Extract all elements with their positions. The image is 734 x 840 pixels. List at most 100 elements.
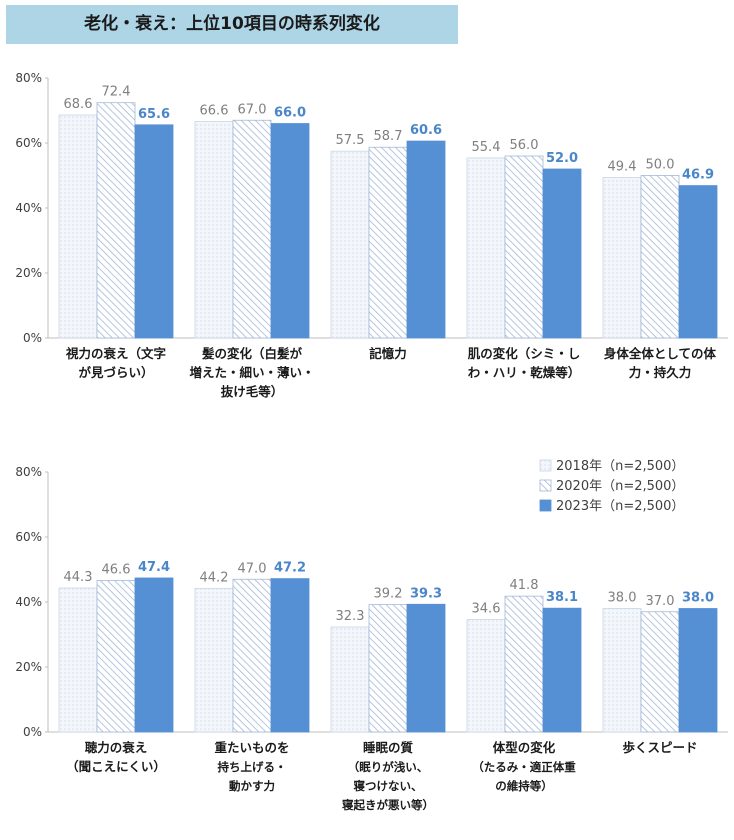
bar — [466, 157, 506, 339]
bar — [368, 604, 408, 733]
legend-swatch — [539, 499, 552, 512]
bar — [270, 578, 310, 733]
data-label: 47.2 — [274, 561, 306, 576]
category-label: （眠りが浅い、 — [348, 760, 429, 774]
bar — [368, 146, 408, 339]
bar — [194, 121, 234, 339]
data-label: 41.8 — [510, 578, 539, 593]
data-label: 38.0 — [608, 591, 637, 606]
data-label: 38.0 — [682, 591, 714, 606]
category-label: が見づらい） — [78, 365, 153, 380]
category-label: 肌の変化（シミ・し — [467, 346, 581, 361]
chart-top: 0% 20% 40% 60% 80% 68.6 72.4 65.6 視力の衰え（文字が見づらい）… — [15, 71, 728, 399]
category-label: 動かす力 — [229, 779, 275, 793]
legend-swatch — [539, 479, 552, 492]
category-label: 髪の変化（白髪が — [201, 346, 303, 361]
bar — [330, 150, 370, 339]
category-label: 力・持久力 — [629, 365, 692, 380]
data-label: 65.6 — [138, 107, 170, 122]
data-label: 44.2 — [200, 570, 229, 585]
bar — [406, 140, 446, 339]
data-label: 52.0 — [546, 151, 578, 166]
chart-bottom: 0% 20% 40% 60% 80% 44.3 46.6 47.4 聴力の衰え （聞こえにくい） 4… — [15, 465, 728, 812]
y-tick-label: 60% — [15, 136, 42, 150]
category-label: 寝つけない、 — [354, 779, 423, 793]
bar — [678, 185, 718, 339]
data-label: 47.0 — [238, 561, 267, 576]
bar — [640, 175, 680, 339]
data-label: 38.1 — [546, 590, 578, 605]
data-label: 68.6 — [64, 97, 93, 112]
category-label: 寝起きが悪い等） — [342, 798, 434, 812]
category-label: 増えた・細い・薄い・ — [189, 365, 314, 380]
bar — [232, 119, 272, 339]
data-label: 55.4 — [472, 140, 501, 155]
bar — [96, 580, 136, 733]
bar — [232, 578, 272, 733]
y-tick-label: 20% — [15, 266, 42, 280]
data-label: 57.5 — [336, 133, 365, 148]
legend-label: 2018年（n=2,500） — [556, 459, 684, 474]
data-label: 44.3 — [64, 570, 93, 585]
data-label: 50.0 — [646, 158, 675, 173]
y-tick-label: 0% — [23, 725, 42, 739]
y-tick-label: 80% — [15, 465, 42, 479]
data-label: 39.2 — [374, 587, 403, 602]
category-label: 聴力の衰え — [85, 740, 148, 755]
data-label: 58.7 — [374, 129, 403, 144]
data-label: 39.3 — [410, 586, 442, 601]
y-tick-label: 40% — [15, 595, 42, 609]
bar — [678, 608, 718, 733]
category-label: 身体全体としての体 — [604, 346, 717, 361]
category-label: 重たいものを — [214, 740, 289, 755]
category-label: 睡眠の質 — [363, 740, 414, 755]
category-label: わ・ハリ・乾燥等） — [468, 365, 581, 380]
legend: 2018年（n=2,500） 2020年（n=2,500） 2023年（n=2,50… — [539, 459, 684, 514]
data-label: 60.6 — [410, 123, 442, 138]
legend-swatch — [539, 459, 552, 472]
bar — [602, 608, 642, 733]
y-tick-label: 60% — [15, 530, 42, 544]
bar — [96, 102, 136, 339]
bar — [270, 123, 310, 339]
chart-title: 老化・衰え：上位10項目の時系列変化 — [84, 14, 380, 34]
data-label: 47.4 — [138, 560, 170, 575]
bar — [406, 603, 446, 733]
bar — [504, 155, 544, 339]
data-label: 66.6 — [200, 104, 229, 119]
bar — [58, 114, 98, 339]
title-banner: 老化・衰え：上位10項目の時系列変化 — [6, 5, 458, 44]
data-label: 32.3 — [336, 609, 365, 624]
bar — [330, 626, 370, 733]
data-label: 67.0 — [238, 102, 267, 117]
bar — [504, 595, 544, 733]
y-tick-label: 80% — [15, 71, 42, 85]
bar — [58, 587, 98, 733]
bar — [466, 619, 506, 733]
y-tick-label: 40% — [15, 201, 42, 215]
data-label: 72.4 — [102, 85, 131, 100]
legend-label: 2020年（n=2,500） — [556, 479, 684, 494]
bar — [602, 177, 642, 339]
category-label: の維持等） — [495, 779, 553, 793]
category-label: 視力の衰え（文字 — [65, 346, 166, 361]
data-label: 34.6 — [472, 602, 501, 617]
bar — [542, 168, 582, 339]
bar — [134, 577, 174, 733]
bar — [134, 124, 174, 339]
legend-label: 2023年（n=2,500） — [556, 499, 684, 514]
category-label: 持ち上げる・ — [218, 760, 287, 774]
y-tick-label: 20% — [15, 660, 42, 674]
category-label: 体型の変化 — [493, 740, 556, 755]
data-label: 49.4 — [608, 159, 637, 174]
data-label: 56.0 — [510, 138, 539, 153]
bar — [194, 587, 234, 733]
category-label: 歩くスピード — [622, 740, 697, 755]
bar — [640, 611, 680, 733]
category-label: （たるみ・適正体重 — [472, 760, 576, 774]
category-label: （聞こえにくい） — [66, 759, 166, 774]
category-label: 抜け毛等） — [221, 384, 284, 399]
y-tick-label: 0% — [23, 331, 42, 345]
data-label: 37.0 — [646, 594, 675, 609]
